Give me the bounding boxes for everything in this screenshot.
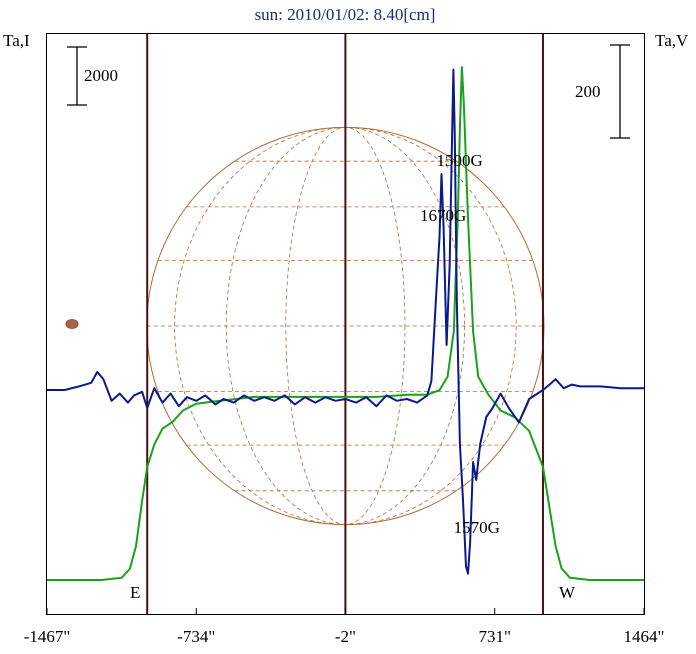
left-scale-label: 2000 [84, 66, 118, 85]
limb-label-e: E [130, 583, 140, 602]
x-axis-ticks: -1467" -734" -2" 731" 1464" [24, 608, 665, 646]
right-scale-label: 200 [575, 82, 601, 101]
right-axis-label: Ta,V [655, 31, 689, 50]
x-tick-label: -734" [177, 627, 215, 646]
stokes-v-line [47, 68, 644, 575]
left-axis-label: Ta,I [3, 31, 30, 50]
marker-dot [65, 319, 79, 329]
series-layer [47, 66, 644, 581]
annotations: 1500G 1670G 1570G [420, 151, 500, 537]
annotation-1570g: 1570G [454, 518, 500, 537]
limb-marker-lines [146, 34, 544, 614]
x-tick-label: 1464" [624, 627, 665, 646]
stokes-i-line [47, 66, 644, 581]
x-tick-label: 731" [478, 627, 510, 646]
plot-frame [46, 33, 645, 615]
limb-label-w: W [559, 583, 576, 602]
x-tick-label: -2" [335, 627, 356, 646]
annotation-1670g: 1670G [420, 206, 466, 225]
chart-title: sun: 2010/01/02: 8.40[cm] [255, 5, 436, 24]
annotation-1500g: 1500G [437, 151, 483, 170]
right-scale-bar [610, 44, 630, 139]
x-tick-label: -1467" [24, 627, 71, 646]
left-scale-bar [67, 46, 87, 106]
